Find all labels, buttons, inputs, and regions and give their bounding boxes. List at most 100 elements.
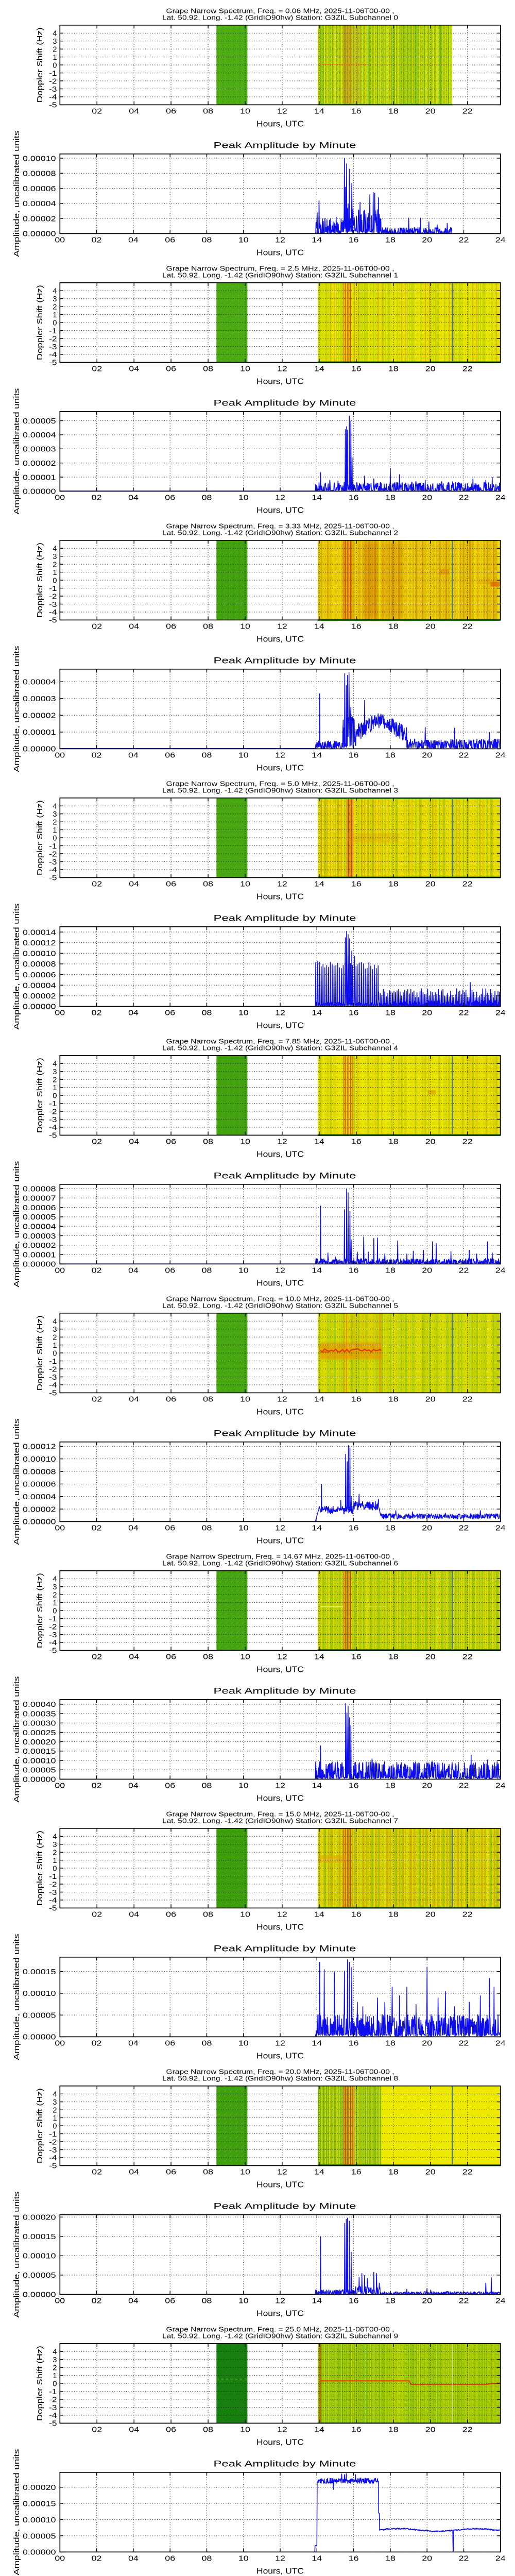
svg-text:-1: -1 <box>49 842 57 851</box>
svg-text:04: 04 <box>129 2426 139 2434</box>
svg-text:Amplitude, uncalibrated units: Amplitude, uncalibrated units <box>12 131 21 257</box>
svg-text:04: 04 <box>128 2040 139 2048</box>
svg-text:1: 1 <box>53 826 57 835</box>
svg-text:22: 22 <box>459 236 469 245</box>
svg-text:12: 12 <box>277 1396 287 1404</box>
svg-text:18: 18 <box>388 1396 399 1404</box>
svg-text:0.00005: 0.00005 <box>23 1213 56 1222</box>
svg-text:20: 20 <box>425 1911 436 1919</box>
svg-text:18: 18 <box>388 365 399 374</box>
svg-text:Hours, UTC: Hours, UTC <box>256 2309 304 2318</box>
svg-text:2: 2 <box>53 561 57 569</box>
svg-text:Hours, UTC: Hours, UTC <box>256 1665 304 1674</box>
svg-text:1: 1 <box>53 1857 57 1865</box>
svg-text:0: 0 <box>53 2122 57 2130</box>
svg-text:-5: -5 <box>49 359 57 367</box>
svg-text:0.00006: 0.00006 <box>23 1204 56 1212</box>
svg-text:0.00012: 0.00012 <box>23 1443 56 1451</box>
svg-text:20: 20 <box>425 623 436 631</box>
svg-text:0.00002: 0.00002 <box>23 215 56 223</box>
svg-text:14: 14 <box>314 880 324 889</box>
svg-text:02: 02 <box>92 1138 102 1146</box>
svg-text:14: 14 <box>312 1009 322 1018</box>
svg-text:Doppler Shift (Hz): Doppler Shift (Hz) <box>36 1573 44 1648</box>
svg-text:06: 06 <box>165 1524 175 1533</box>
svg-text:0.00003: 0.00003 <box>23 1232 56 1241</box>
svg-text:00: 00 <box>55 494 65 502</box>
svg-text:2: 2 <box>53 1591 57 1600</box>
svg-text:0.00020: 0.00020 <box>23 2214 56 2222</box>
svg-text:-4: -4 <box>49 1896 57 1905</box>
svg-text:0.00004: 0.00004 <box>23 431 56 439</box>
svg-text:Lat. 50.92, Long. -1.42 (Gri: Lat. 50.92, Long. -1.42 (GridIO90hw) Sta… <box>162 1302 398 1310</box>
svg-text:04: 04 <box>129 1653 139 1662</box>
svg-text:14: 14 <box>312 1524 322 1533</box>
svg-text:-1: -1 <box>49 1358 57 1366</box>
svg-text:20: 20 <box>422 2555 432 2563</box>
svg-text:4: 4 <box>53 545 57 553</box>
svg-text:1: 1 <box>53 54 57 62</box>
svg-text:Hours, UTC: Hours, UTC <box>256 1408 304 1416</box>
svg-text:Hours, UTC: Hours, UTC <box>256 2180 304 2189</box>
svg-text:00: 00 <box>55 1267 65 1275</box>
svg-text:12: 12 <box>277 365 287 374</box>
svg-text:12: 12 <box>277 2168 287 2177</box>
svg-text:00: 00 <box>55 1524 65 1533</box>
svg-text:2: 2 <box>53 819 57 827</box>
svg-text:-5: -5 <box>49 1389 57 1398</box>
svg-text:-1: -1 <box>49 327 57 335</box>
svg-text:14: 14 <box>314 2168 324 2177</box>
svg-text:22: 22 <box>462 1138 473 1146</box>
svg-text:Grape Narrow Spectrum, Freq. =: Grape Narrow Spectrum, Freq. = 3.33 MHz,… <box>166 522 394 530</box>
svg-text:1: 1 <box>53 2114 57 2123</box>
svg-text:-5: -5 <box>49 101 57 110</box>
svg-text:08: 08 <box>203 1396 213 1404</box>
svg-text:-2: -2 <box>49 1108 57 1116</box>
svg-text:20: 20 <box>425 365 436 374</box>
svg-text:0.00005: 0.00005 <box>23 2272 56 2280</box>
svg-text:-2: -2 <box>49 1365 57 1374</box>
svg-text:10: 10 <box>238 1009 249 1018</box>
svg-text:08: 08 <box>203 1911 213 1919</box>
svg-text:1: 1 <box>53 2372 57 2380</box>
svg-text:0.00006: 0.00006 <box>23 1481 56 1489</box>
svg-text:Grape Narrow Spectrum, Freq. =: Grape Narrow Spectrum, Freq. = 14.67 MHz… <box>166 1553 394 1560</box>
svg-text:12: 12 <box>275 2297 285 2306</box>
svg-text:16: 16 <box>351 623 362 631</box>
svg-text:00: 00 <box>55 752 65 760</box>
svg-text:00: 00 <box>55 1782 65 1790</box>
svg-text:Peak Amplitude by Minute: Peak Amplitude by Minute <box>214 1943 356 1953</box>
svg-text:06: 06 <box>165 1009 175 1018</box>
svg-text:4: 4 <box>53 1575 57 1584</box>
svg-text:Hours, UTC: Hours, UTC <box>256 1150 304 1159</box>
svg-text:Grape Narrow Spectrum, Freq. =: Grape Narrow Spectrum, Freq. = 20.0 MHz,… <box>166 2068 394 2075</box>
svg-text:16: 16 <box>349 2040 359 2048</box>
svg-text:Doppler Shift (Hz): Doppler Shift (Hz) <box>36 27 44 103</box>
svg-text:0.00006: 0.00006 <box>23 971 56 979</box>
svg-text:20: 20 <box>425 1653 436 1662</box>
svg-text:0.00004: 0.00004 <box>23 200 56 208</box>
svg-text:-5: -5 <box>49 617 57 625</box>
svg-text:Hours, UTC: Hours, UTC <box>256 2052 304 2060</box>
svg-text:0.00004: 0.00004 <box>23 679 56 687</box>
svg-text:0.00015: 0.00015 <box>23 2500 56 2508</box>
svg-text:Lat. 50.92, Long. -1.42 (Gri: Lat. 50.92, Long. -1.42 (GridIO90hw) Sta… <box>162 14 398 22</box>
svg-text:-1: -1 <box>49 2130 57 2139</box>
svg-text:20: 20 <box>425 2168 436 2177</box>
svg-text:0.00015: 0.00015 <box>23 1748 56 1756</box>
svg-text:Grape Narrow Spectrum, Freq. =: Grape Narrow Spectrum, Freq. = 15.0 MHz,… <box>166 1810 394 1818</box>
svg-text:18: 18 <box>385 2040 396 2048</box>
svg-text:-3: -3 <box>49 858 57 867</box>
svg-text:0.00002: 0.00002 <box>23 712 56 720</box>
svg-text:10: 10 <box>238 494 249 502</box>
svg-text:10: 10 <box>240 623 250 631</box>
svg-text:16: 16 <box>349 2297 359 2306</box>
svg-text:3: 3 <box>53 2356 57 2364</box>
svg-text:14: 14 <box>312 494 322 502</box>
svg-text:04: 04 <box>129 2168 139 2177</box>
svg-text:Hours, UTC: Hours, UTC <box>256 1536 304 1545</box>
svg-text:16: 16 <box>351 1396 362 1404</box>
svg-text:-5: -5 <box>49 1905 57 1913</box>
svg-text:12: 12 <box>275 2555 285 2563</box>
svg-text:16: 16 <box>351 1138 362 1146</box>
